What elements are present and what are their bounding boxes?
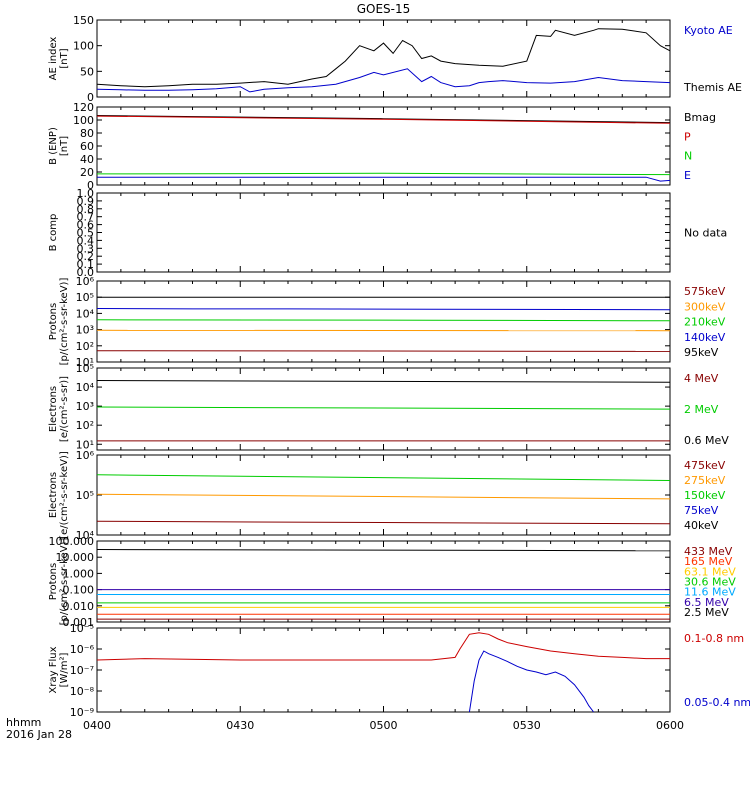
panel-1-ylabel-0: B (ENP) xyxy=(48,127,59,165)
panel-7-ytick-label: 10⁻⁷ xyxy=(70,664,94,677)
panel-2-ylabel-0: B comp xyxy=(48,214,59,252)
panel-5-series-475kev xyxy=(97,521,670,524)
panel-3-frame xyxy=(97,281,670,362)
panel-3-ylabel-1: [p/(cm²-s-sr-keV)] xyxy=(59,278,70,366)
panel-3-legend-1: 300keV xyxy=(684,300,726,313)
panel-5-ytick-label: 10⁵ xyxy=(76,489,94,502)
panel-1-series-n xyxy=(97,173,670,174)
panel-0-legend-1: Themis AE xyxy=(683,81,742,94)
panel-1-ytick-label: 120 xyxy=(73,101,94,114)
panel-1-ytick-label: 100 xyxy=(73,114,94,127)
panel-0-ytick-label: 100 xyxy=(73,40,94,53)
panel-4-ylabel-0: Electrons xyxy=(48,386,59,432)
panel-7-ytick-label: 10⁻⁸ xyxy=(70,685,95,698)
panel-4-ytick-label: 10³ xyxy=(76,400,94,413)
panel-3-legend-2: 210keV xyxy=(684,316,726,329)
panel-4-ytick-label: 10⁵ xyxy=(76,362,94,375)
panel-5-series-150kev xyxy=(97,475,670,481)
panel-1-legend-0: Bmag xyxy=(684,111,716,124)
panel-1-ytick-label: 80 xyxy=(80,127,94,140)
panel-5-legend-0: 475keV xyxy=(684,459,726,472)
x-axis-date: 2016 Jan 28 xyxy=(6,728,72,741)
x-tick-label: 0400 xyxy=(83,719,111,732)
panel-6-ylabel-0: Protons xyxy=(48,563,59,600)
panel-7-ylabel-0: Xray Flux xyxy=(48,646,59,693)
panel-3-series-210kev xyxy=(97,320,670,321)
panel-7-ylabel-1: [W/m²] xyxy=(59,652,70,687)
panel-7-series-0-05-0-4-nm xyxy=(469,651,593,712)
panel-2-ytick-label: 1.0 xyxy=(77,187,95,200)
panel-4-ytick-label: 10⁴ xyxy=(76,381,95,394)
panel-7-ytick-label: 10⁻⁵ xyxy=(70,622,94,635)
panel-3-ytick-label: 10³ xyxy=(76,324,94,337)
panel-1-legend-1: P xyxy=(684,130,691,143)
panel-3-legend-0: 575keV xyxy=(684,285,726,298)
x-tick-label: 0530 xyxy=(513,719,541,732)
panel-0-ylabel-0: AE index xyxy=(48,37,59,81)
panel-6-legend-6: 2.5 MeV xyxy=(684,606,729,619)
panel-4-ylabel-1: [e/(cm²-s-sr)] xyxy=(59,376,70,442)
panel-2-annotation: No data xyxy=(684,227,727,240)
panel-7-frame xyxy=(97,628,670,712)
panel-3-ytick-label: 10⁵ xyxy=(76,291,94,304)
panel-5-legend-2: 150keV xyxy=(684,489,726,502)
panel-5-series-275kev xyxy=(97,494,670,499)
panel-4-series-0-6-mev xyxy=(97,381,670,383)
panel-3-ytick-label: 10⁴ xyxy=(76,307,95,320)
x-tick-label: 0500 xyxy=(370,719,398,732)
panel-7-ytick-label: 10⁻⁹ xyxy=(70,706,94,719)
panel-0-ytick-label: 50 xyxy=(80,65,94,78)
panel-5-legend-3: 75keV xyxy=(684,504,719,517)
panel-3-legend-3: 140keV xyxy=(684,331,726,344)
panel-4-ytick-label: 10² xyxy=(76,419,94,432)
x-tick-label: 0430 xyxy=(226,719,254,732)
panel-4-series-2-mev xyxy=(97,407,670,409)
panel-0-frame xyxy=(97,20,670,97)
panel-1-ytick-label: 40 xyxy=(80,153,94,166)
panel-5-ytick-label: 10⁶ xyxy=(76,449,95,462)
panel-3-ytick-label: 10² xyxy=(76,340,94,353)
panel-3-series-140kev xyxy=(97,309,670,310)
panel-5-legend-4: 40keV xyxy=(684,519,719,532)
panel-6-frame xyxy=(97,541,670,622)
panel-7-legend-0: 0.1-0.8 nm xyxy=(684,632,744,645)
panel-4-legend-2: 0.6 MeV xyxy=(684,434,729,447)
panel-3-series-575kev xyxy=(97,351,670,352)
x-tick-label: 0600 xyxy=(656,719,684,732)
panel-1-ytick-label: 60 xyxy=(80,140,94,153)
panel-1-legend-3: E xyxy=(684,169,691,182)
panel-0-legend-0: Kyoto AE xyxy=(684,24,733,37)
panel-4-legend-0: 4 MeV xyxy=(684,372,719,385)
panel-3-ylabel-0: Protons xyxy=(48,303,59,340)
panel-5-ylabel-0: Electrons xyxy=(48,472,59,518)
panel-3-ytick-label: 10⁶ xyxy=(76,275,95,288)
panel-0-ylabel-1: [nT] xyxy=(59,48,70,68)
panel-6-ylabel-1: [p/(cm²-s-sr-keV)] xyxy=(59,538,70,626)
panel-1-ylabel-1: [nT] xyxy=(59,136,70,156)
panel-0-ytick-label: 150 xyxy=(73,14,94,27)
panel-6-ytick-label: 100.000 xyxy=(49,535,95,548)
panel-3-legend-4: 95keV xyxy=(684,346,719,359)
panel-2-frame xyxy=(97,193,670,272)
panel-4-legend-1: 2 MeV xyxy=(684,403,719,416)
panel-0-series-themis-ae xyxy=(97,29,670,87)
panel-7-legend-1: 0.05-0.4 nm xyxy=(684,696,750,709)
panel-5-legend-1: 275keV xyxy=(684,474,726,487)
panel-6-series-2-5-mev xyxy=(97,550,670,551)
panel-1-legend-2: N xyxy=(684,150,692,163)
panel-0-series-kyoto-ae xyxy=(97,69,670,92)
panel-5-ylabel-1: [e/(cm²-s-sr-keV)] xyxy=(59,451,70,539)
chart-title: GOES-15 xyxy=(357,2,411,16)
panel-1-ytick-label: 20 xyxy=(80,166,94,179)
panel-7-ytick-label: 10⁻⁶ xyxy=(70,643,95,656)
panel-7-series-0-1-0-8-nm xyxy=(97,633,670,660)
panel-1-series-p xyxy=(97,116,670,123)
